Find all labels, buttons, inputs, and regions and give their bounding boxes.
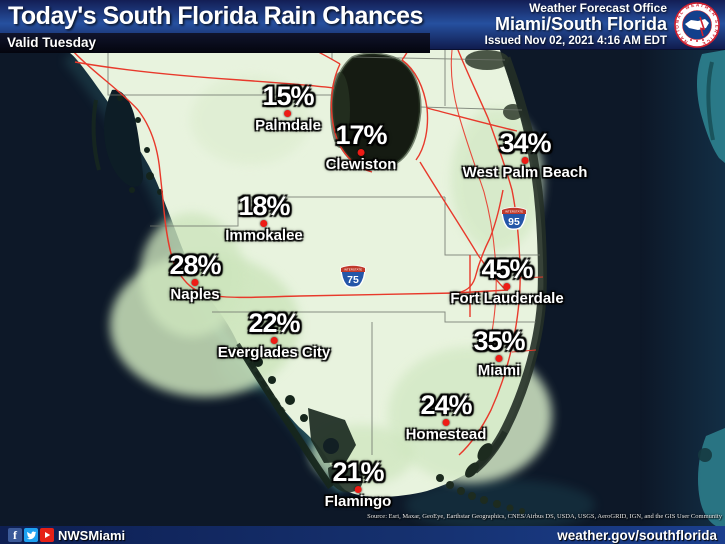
issued-line: Issued Nov 02, 2021 4:16 AM EDT — [484, 35, 667, 47]
svg-text:75: 75 — [347, 274, 359, 286]
twitter-icon[interactable] — [24, 528, 38, 542]
interstate-75-shield: INTERSTATE 75 — [340, 265, 366, 288]
interstate-95-shield: INTERSTATE 95 — [501, 207, 527, 230]
svg-text:INTERSTATE: INTERSTATE — [505, 210, 523, 214]
charlotte-harbor — [104, 89, 144, 187]
wfo-region-line: Miami/South Florida — [494, 14, 667, 34]
valid-label: Valid Tuesday — [7, 35, 97, 50]
florida-keys — [436, 443, 525, 514]
county-boundaries — [107, 50, 540, 455]
highways — [71, 49, 544, 456]
youtube-icon[interactable] — [40, 528, 54, 542]
footer-bar: f NWSMiami weather.gov/southflorida — [0, 526, 725, 544]
svg-text:95: 95 — [508, 216, 520, 228]
valid-banner: Valid Tuesday — [0, 33, 430, 53]
page-title: Today's South Florida Rain Chances — [8, 2, 423, 30]
social-icons: f — [8, 528, 54, 542]
facebook-icon[interactable]: f — [8, 528, 22, 542]
wfo-office-line: Weather Forecast Office — [529, 1, 667, 15]
bahama-bank — [697, 50, 725, 163]
map-attribution: Source: Esri, Maxar, GeoEye, Earthstar G… — [367, 513, 722, 520]
nws-logo-icon: NATIONAL WEATHER SERVICE — [674, 2, 720, 48]
social-handle: NWSMiami — [58, 527, 126, 543]
east-coast-urban-strip — [471, 56, 547, 474]
wfo-block: Weather Forecast Office Miami/South Flor… — [485, 1, 667, 48]
website-url[interactable]: weather.gov/southflorida — [557, 527, 717, 543]
svg-text:INTERSTATE: INTERSTATE — [344, 268, 362, 272]
